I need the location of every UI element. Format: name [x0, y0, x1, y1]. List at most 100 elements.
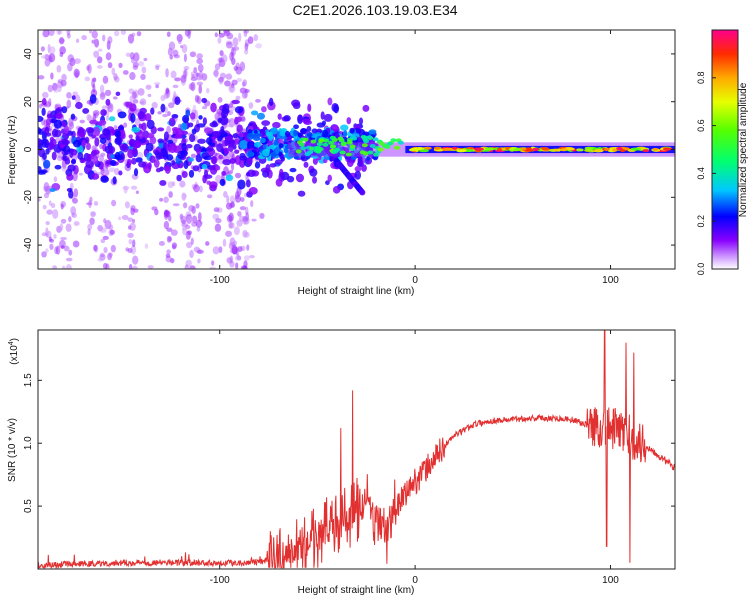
spectrogram-blob	[125, 101, 133, 108]
spectrogram-blob	[108, 167, 116, 173]
spectrogram-blob	[203, 155, 212, 161]
spectrogram-blob	[361, 143, 368, 148]
spectrogram-blob	[233, 138, 240, 145]
spectrogram-blob	[82, 107, 90, 114]
spectrogram-blob	[40, 55, 47, 59]
spectrogram-blob	[225, 174, 234, 182]
spectrogram-blob	[56, 155, 63, 162]
spectrogram-blob	[350, 155, 357, 160]
spectrogram-blob	[136, 31, 142, 37]
spectrogram-blob	[74, 94, 81, 104]
spectrogram-blob	[298, 142, 305, 147]
snr-series-line	[38, 330, 675, 569]
spectrogram-blob	[163, 220, 170, 230]
spectrogram-blob	[359, 189, 366, 196]
spectrogram-blob	[83, 164, 92, 175]
spectrogram-x-label: Height of straight line (km)	[298, 286, 415, 297]
spectrogram-blob	[121, 143, 129, 153]
spectrogram-blob	[214, 68, 219, 78]
spectrogram-blob	[204, 174, 213, 179]
spectrogram-blob	[174, 77, 181, 82]
spectrogram-blob	[160, 103, 166, 113]
spectrogram-blob	[140, 73, 146, 81]
spectrogram-blob	[41, 107, 46, 116]
spectrogram-blob	[170, 70, 177, 79]
spectrogram-blob	[117, 111, 127, 119]
spectrogram-blob	[239, 139, 249, 150]
spectrogram-blob	[99, 137, 107, 144]
spectrogram-blob	[189, 249, 194, 259]
spectrogram-blob	[198, 84, 203, 94]
spectrogram-blob	[234, 191, 240, 199]
spectrogram-blob	[289, 167, 297, 173]
spectrogram-blob	[166, 249, 171, 255]
spectrogram-blob	[133, 52, 140, 62]
spectrogram-blob	[102, 128, 111, 136]
spectrogram-blob	[87, 63, 92, 74]
spectrogram-blob	[184, 68, 188, 78]
spectrogram-blob	[266, 131, 273, 137]
spectrogram-blob	[155, 65, 160, 71]
spectrogram-blob	[61, 265, 66, 269]
spectrogram-blob	[93, 126, 101, 137]
spectrogram-blob	[99, 143, 104, 150]
spectrogram-blob	[196, 81, 203, 86]
spectrogram-blob	[183, 160, 189, 170]
spectrogram-blob	[134, 118, 141, 126]
spectrogram-blob	[128, 239, 133, 245]
spectrogram-blob	[225, 41, 233, 49]
spectrogram-blob	[133, 168, 139, 177]
spectrogram-blob	[77, 152, 84, 160]
spectrogram-blob	[50, 202, 56, 209]
spectrogram-blob	[50, 118, 57, 124]
spectrogram-blob	[328, 140, 335, 145]
spectrogram-blob	[188, 205, 195, 212]
spectrogram-blob	[97, 48, 103, 52]
spectrogram-blob	[279, 130, 287, 137]
spectrogram-blob	[108, 116, 116, 122]
spectrogram-blob	[38, 138, 42, 148]
spectrogram-blob	[278, 143, 284, 149]
spectrogram-blob	[53, 176, 58, 183]
spectrogram-blob	[189, 265, 196, 269]
spectrogram-blob	[386, 141, 393, 146]
spectrogram-blob	[129, 95, 134, 103]
spectrogram-blob	[114, 137, 122, 145]
spectrogram-blob	[165, 253, 171, 258]
spectrogram-blob	[196, 226, 201, 232]
spectrogram-blob	[38, 115, 44, 122]
spectrogram-blob	[250, 110, 259, 116]
spectrogram-blob	[235, 95, 241, 101]
spectrogram-blob	[41, 251, 47, 258]
spectrogram-blob	[394, 145, 401, 150]
spectrogram-blob	[183, 53, 187, 63]
spectrogram-blob	[162, 142, 170, 149]
spectrogram-blob	[74, 70, 79, 79]
spectrogram-blob	[201, 163, 208, 170]
spectrogram-blob	[38, 197, 41, 202]
spectrogram-blob	[484, 147, 496, 151]
spectrogram-blob	[171, 160, 176, 166]
spectrogram-blob	[652, 147, 658, 151]
spectrogram-blob	[176, 33, 183, 43]
spectrogram-blob	[96, 65, 103, 69]
spectrogram-blob	[81, 35, 87, 41]
spectrogram-blob	[433, 146, 441, 150]
spectrogram-blob	[129, 263, 133, 269]
spectrogram-blob	[168, 236, 173, 242]
spectrogram-blob	[247, 169, 256, 177]
spectrogram-blob	[158, 240, 165, 247]
spectrogram-blob	[205, 87, 210, 94]
spectrogram-blob	[167, 139, 174, 144]
spectrogram-blob	[110, 244, 116, 253]
snr-y-tick-label: 1.0	[23, 436, 34, 450]
spectrogram-blob	[182, 202, 188, 209]
spectrogram-blob	[91, 30, 98, 39]
spectrogram-blob	[58, 36, 65, 45]
spectrogram-blob	[72, 240, 80, 248]
spectrogram-blob	[127, 217, 134, 222]
spectrogram-blob	[135, 135, 140, 141]
spectrogram-blob	[422, 146, 432, 150]
spectrogram-blob	[55, 245, 61, 255]
spectrogram-blob	[139, 100, 145, 105]
